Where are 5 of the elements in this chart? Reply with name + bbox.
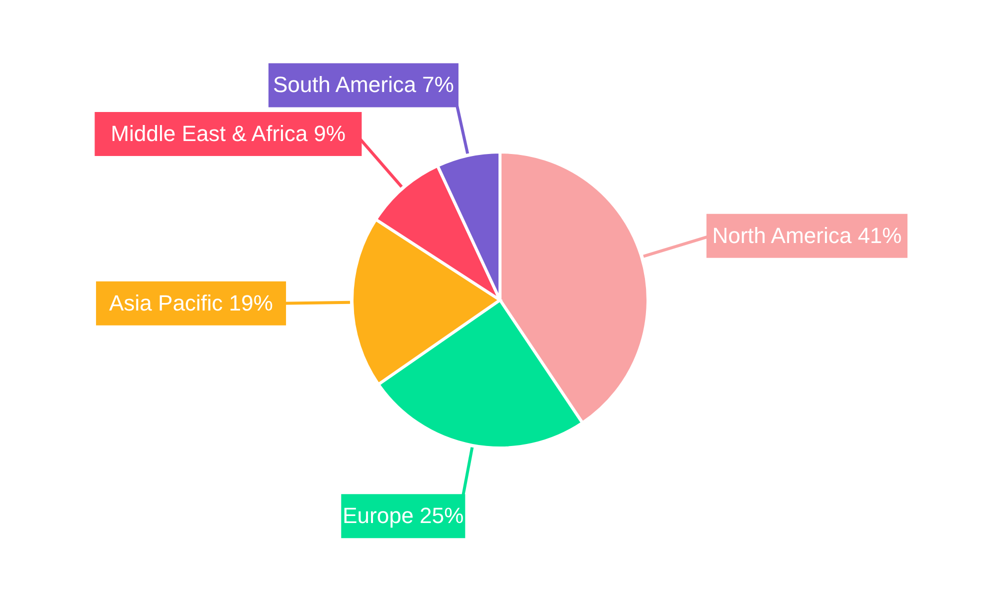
slice-label: Asia Pacific 19% — [109, 290, 273, 316]
slice-label: South America 7% — [272, 72, 454, 98]
slice-label: Europe 25% — [342, 503, 464, 528]
slice-label: Middle East & Africa 9% — [110, 120, 346, 146]
slice-label: North America 41% — [712, 222, 902, 248]
